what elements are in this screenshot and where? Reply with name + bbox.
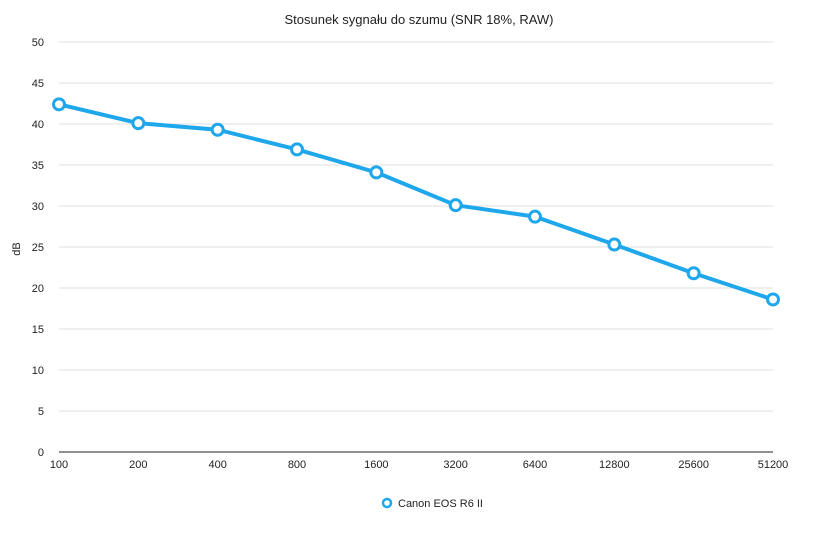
y-tick-label: 0 <box>38 447 44 459</box>
legend-marker <box>381 497 393 509</box>
data-point <box>448 198 463 213</box>
x-tick-label: 100 <box>50 459 68 471</box>
y-tick-label: 15 <box>32 324 44 336</box>
x-tick-label: 25600 <box>678 459 709 471</box>
data-point <box>686 266 701 281</box>
y-tick-label: 40 <box>32 119 44 131</box>
legend: Canon EOS R6 II <box>381 497 483 510</box>
y-tick-label: 25 <box>32 242 44 254</box>
x-tick-label: 400 <box>208 459 226 471</box>
legend-label: Canon EOS R6 II <box>398 498 483 510</box>
x-axis-ticks: 100 200 400 800 1600 3200 6400 12800 25600 51200 <box>50 459 788 471</box>
series-line <box>57 102 775 302</box>
y-tick-label: 50 <box>32 37 44 49</box>
x-tick-label: 12800 <box>599 459 630 471</box>
x-tick-label: 6400 <box>523 459 547 471</box>
y-axis-ticks: 0 5 10 15 20 25 30 35 40 45 50 <box>32 37 44 459</box>
data-point <box>369 165 384 180</box>
y-tick-label: 5 <box>38 406 44 418</box>
data-point <box>290 142 304 157</box>
x-tick-label: 51200 <box>758 459 789 471</box>
y-tick-label: 30 <box>32 201 44 213</box>
data-point <box>210 122 225 137</box>
x-tick-label: 3200 <box>443 459 467 471</box>
gridlines <box>59 41 773 453</box>
x-tick-label: 200 <box>129 459 147 471</box>
y-tick-label: 45 <box>32 78 44 90</box>
y-axis-label: dB <box>11 242 23 255</box>
data-point <box>52 97 66 112</box>
chart-title: Stosunek sygnału do szumu (SNR 18%, RAW) <box>284 12 553 27</box>
data-point <box>131 116 146 131</box>
y-tick-label: 10 <box>32 365 44 377</box>
series-layer <box>52 97 780 307</box>
y-tick-label: 35 <box>32 160 44 172</box>
x-tick-label: 1600 <box>364 459 388 471</box>
data-point <box>766 292 780 307</box>
data-point <box>528 209 542 224</box>
y-tick-label: 20 <box>32 283 44 295</box>
data-point <box>607 237 622 252</box>
x-tick-label: 800 <box>288 459 306 471</box>
